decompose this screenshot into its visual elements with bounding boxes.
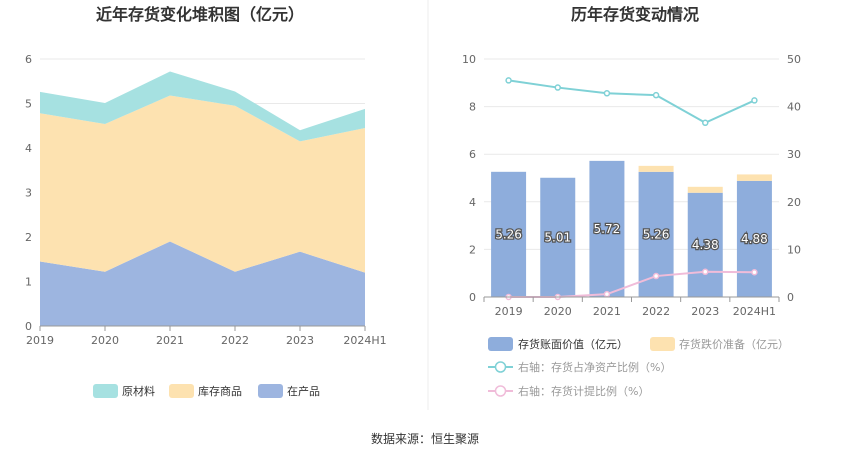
left-x-tick-label: 2022 (221, 334, 249, 347)
right-legend-label: 存货账面价值（亿元） (518, 337, 628, 351)
bar-value-label: 5.01 (544, 230, 571, 244)
right-x-tick-label: 2023 (691, 305, 719, 318)
line-point (751, 97, 758, 104)
left-x-tick-label: 2023 (286, 334, 314, 347)
line-point (652, 91, 660, 99)
right-y-tick-label: 2 (469, 243, 476, 256)
left-legend-label: 原材料 (122, 384, 155, 398)
right-bar-series: 5.26 5.01 5.72 5.26 4.38 4.88 (491, 160, 772, 297)
right-chart-title: 历年存货变动情况 (571, 5, 699, 24)
line-point (751, 268, 758, 276)
right-legend-marker (494, 385, 507, 397)
left-y-tick-label: 3 (25, 187, 32, 200)
left-y-axis: 0 1 2 3 4 5 6 (25, 53, 32, 333)
right-left-y-axis: 0 2 4 6 8 10 (462, 53, 476, 304)
area-在产品 (40, 241, 365, 326)
left-legend-label: 在产品 (287, 384, 320, 398)
right-x-tick-label: 2020 (544, 305, 572, 318)
right-y-tick-label: 10 (462, 53, 476, 66)
right-legend-swatch (488, 337, 513, 351)
left-y-tick-label: 6 (25, 53, 32, 66)
right-y-tick-label: 0 (469, 291, 476, 304)
data-source: 数据来源：恒生聚源 (371, 431, 479, 446)
bar-value-label: 5.72 (594, 222, 621, 236)
right-x-tick-label: 2022 (642, 305, 670, 318)
left-area-series (40, 71, 365, 326)
left-legend-swatch (258, 384, 283, 398)
left-legend-swatch (93, 384, 118, 398)
right-y-tick-label: 8 (469, 101, 476, 114)
bar-impairment-reserve (638, 165, 674, 172)
bar-value-label: 4.88 (741, 232, 768, 246)
bar-book-value (589, 160, 625, 297)
left-x-tick-label: 2019 (26, 334, 54, 347)
right-y-tick-label: 4 (469, 196, 476, 209)
right-legend: 存货账面价值（亿元） 存货跌价准备（亿元） 右轴：存货占净资产比例（%） 右轴：存货计… (488, 337, 789, 398)
line-point (603, 90, 611, 97)
left-y-tick-label: 1 (25, 276, 32, 289)
bar-book-value (736, 180, 772, 297)
right-y2-tick-label: 50 (787, 53, 801, 66)
right-legend-label: 右轴：存货占净资产比例（%） (518, 360, 671, 374)
right-x-axis: 2019 2020 2021 2022 2023 2024H1 (483, 296, 780, 318)
right-x-tick-label: 2019 (495, 305, 523, 318)
area-库存商品 (40, 95, 365, 273)
left-chart-title: 近年存货变化堆积图（亿元） (96, 5, 304, 24)
right-legend-label: 右轴：存货计提比例（%） (518, 384, 649, 398)
line-point (505, 77, 512, 84)
line-point (603, 290, 611, 298)
right-legend-swatch (650, 337, 675, 351)
right-right-y-axis: 0 10 20 30 40 50 (787, 53, 801, 304)
left-x-tick-label: 2020 (91, 334, 119, 347)
left-y-tick-label: 0 (25, 320, 32, 333)
right-legend-label: 存货跌价准备（亿元） (679, 337, 789, 351)
bar-line-chart: 历年存货变动情况 5.26 5.01 5.72 5.26 4.38 4.88 0 2 4 6 8 1… (462, 5, 801, 398)
left-legend-label: 库存商品 (198, 384, 242, 398)
bar-impairment-reserve (687, 186, 723, 193)
area-原材料 (40, 71, 365, 142)
right-y2-tick-label: 10 (787, 243, 801, 256)
bar-book-value (687, 192, 723, 297)
left-x-tick-label: 2021 (156, 334, 184, 347)
right-y-tick-label: 6 (469, 148, 476, 161)
line-point (554, 84, 561, 91)
bar-book-value (540, 177, 576, 297)
right-y2-tick-label: 40 (787, 101, 801, 114)
right-y2-tick-label: 0 (787, 291, 794, 304)
left-legend-swatch (169, 384, 194, 398)
bar-book-value (491, 171, 527, 297)
left-y-tick-label: 2 (25, 231, 32, 244)
bar-impairment-reserve (736, 174, 772, 181)
left-y-tick-label: 5 (25, 98, 32, 111)
left-x-tick-label: 2024H1 (343, 334, 386, 347)
left-y-tick-label: 4 (25, 142, 32, 155)
right-legend-marker (494, 361, 507, 373)
left-x-axis: 2019 2020 2021 2022 2023 2024H1 (26, 325, 387, 347)
bar-value-label: 4.38 (692, 238, 719, 252)
line-point (652, 272, 660, 280)
right-x-tick-label: 2024H1 (733, 305, 776, 318)
right-x-tick-label: 2021 (593, 305, 621, 318)
line-右轴：存货占净资产比例（%） (508, 79, 755, 124)
bar-value-label: 5.26 (495, 227, 522, 241)
right-y2-tick-label: 30 (787, 148, 801, 161)
left-legend: 原材料 库存商品 在产品 (93, 384, 320, 398)
right-y2-tick-label: 20 (787, 196, 801, 209)
line-point (702, 268, 709, 276)
bar-value-label: 5.26 (643, 227, 670, 241)
line-point (702, 119, 709, 127)
